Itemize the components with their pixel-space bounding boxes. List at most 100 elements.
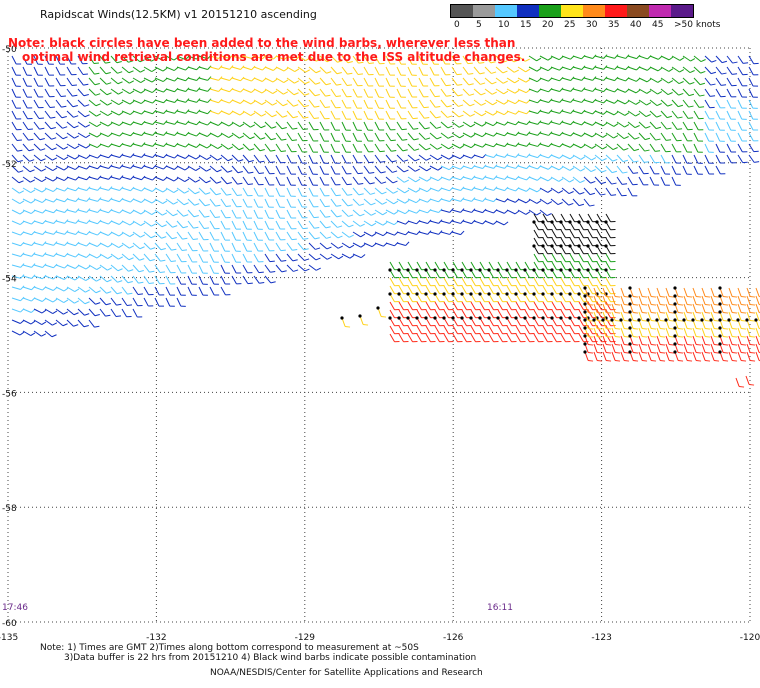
wind-barb [587,213,598,223]
wind-barb [407,301,418,311]
wind-barb [577,316,589,327]
wind-barb [330,176,341,186]
wind-barb [452,261,463,271]
wind-barb [488,333,499,343]
wind-barb [506,285,517,295]
wind-barb [77,165,91,170]
wind-barb [253,143,265,152]
wind-barb [528,77,542,83]
wind-barb [627,77,641,82]
wind-barb [515,301,526,311]
wind-barb [682,110,694,119]
wind-barb [154,77,168,82]
wind-barb [99,143,113,148]
wind-barb [121,286,133,295]
wind-barb [700,318,711,330]
wind-barb [11,110,22,120]
wind-barb [572,198,585,207]
axis-labels: -135-132-129-126-123-120-50-52-54-56-58-… [0,45,760,643]
wind-barb [286,242,298,251]
wind-barb [596,253,607,263]
wind-barb [496,316,508,327]
wind-barb [77,66,88,76]
wind-barb [341,132,351,142]
wind-barb [528,187,542,193]
wind-barb [701,287,711,298]
wind-barb [308,198,319,208]
wind-barb [561,65,575,71]
wind-barb [22,176,36,183]
wind-barb [33,66,43,76]
wind-barb [187,198,200,206]
wind-barb [440,99,452,108]
wind-barb [473,99,486,106]
wind-barb [577,292,589,303]
lon-tick-label: -123 [591,633,611,643]
wind-barb [165,275,176,285]
wind-barb [416,285,427,295]
wind-barb [726,77,737,87]
wind-barb [605,88,619,93]
wind-barb [33,252,47,257]
legend-swatch [517,5,539,17]
wind-barb [605,165,618,174]
wind-barb [605,333,616,343]
wind-barb [440,197,454,203]
wind-barb [44,198,58,203]
wind-barb [710,287,720,298]
wind-barb [748,66,759,76]
wind-barb [638,165,649,175]
wind-barb [487,268,499,279]
wind-barb [275,77,289,84]
wind-barb [627,99,641,105]
wind-barb [418,187,432,193]
wind-barb [550,66,564,71]
legend-label: 45 [652,20,664,30]
wind-barb [569,285,580,295]
wind-barb [330,110,341,120]
wind-barb [88,242,102,247]
wind-barb [583,143,597,149]
wind-barb [451,88,463,97]
wind-barb [638,176,649,186]
wind-barb [363,242,377,248]
wind-barb [398,277,409,287]
wind-barb [198,264,208,274]
wind-barb [121,275,133,284]
wind-barb [132,253,145,261]
wind-barb [569,213,580,223]
wind-barb [132,198,146,203]
wind-barb [297,242,309,251]
wind-barb [319,132,329,142]
wind-barb [693,55,706,63]
wind-barb [253,253,264,263]
wind-barb [649,132,661,141]
wind-barb [569,253,580,263]
wind-barb [583,350,594,362]
wind-barb [132,77,146,84]
wind-barb [442,316,454,327]
wind-barb [363,66,374,76]
wind-barb [308,165,318,175]
wind-barb [683,295,693,306]
wind-barb [308,209,319,219]
wind-barb [488,277,499,287]
wind-barb [665,335,675,346]
wind-barb [110,286,122,295]
wind-barb [605,132,619,139]
wind-barb [275,110,288,118]
wind-barb [374,209,388,216]
wind-barb [340,316,351,328]
wind-barb [425,333,436,343]
wind-barb [209,220,220,230]
wind-barb [461,301,472,311]
wind-barb [110,197,124,203]
wind-barb [374,187,387,195]
wind-barb [671,66,685,73]
wind-barb [728,343,738,354]
wind-barb [473,197,487,202]
wind-barb [308,242,321,250]
wind-barb [495,186,509,192]
wind-barb [692,327,702,338]
wind-barb [583,132,597,138]
